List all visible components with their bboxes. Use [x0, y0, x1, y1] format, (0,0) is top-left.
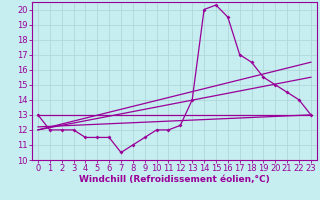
X-axis label: Windchill (Refroidissement éolien,°C): Windchill (Refroidissement éolien,°C) [79, 175, 270, 184]
